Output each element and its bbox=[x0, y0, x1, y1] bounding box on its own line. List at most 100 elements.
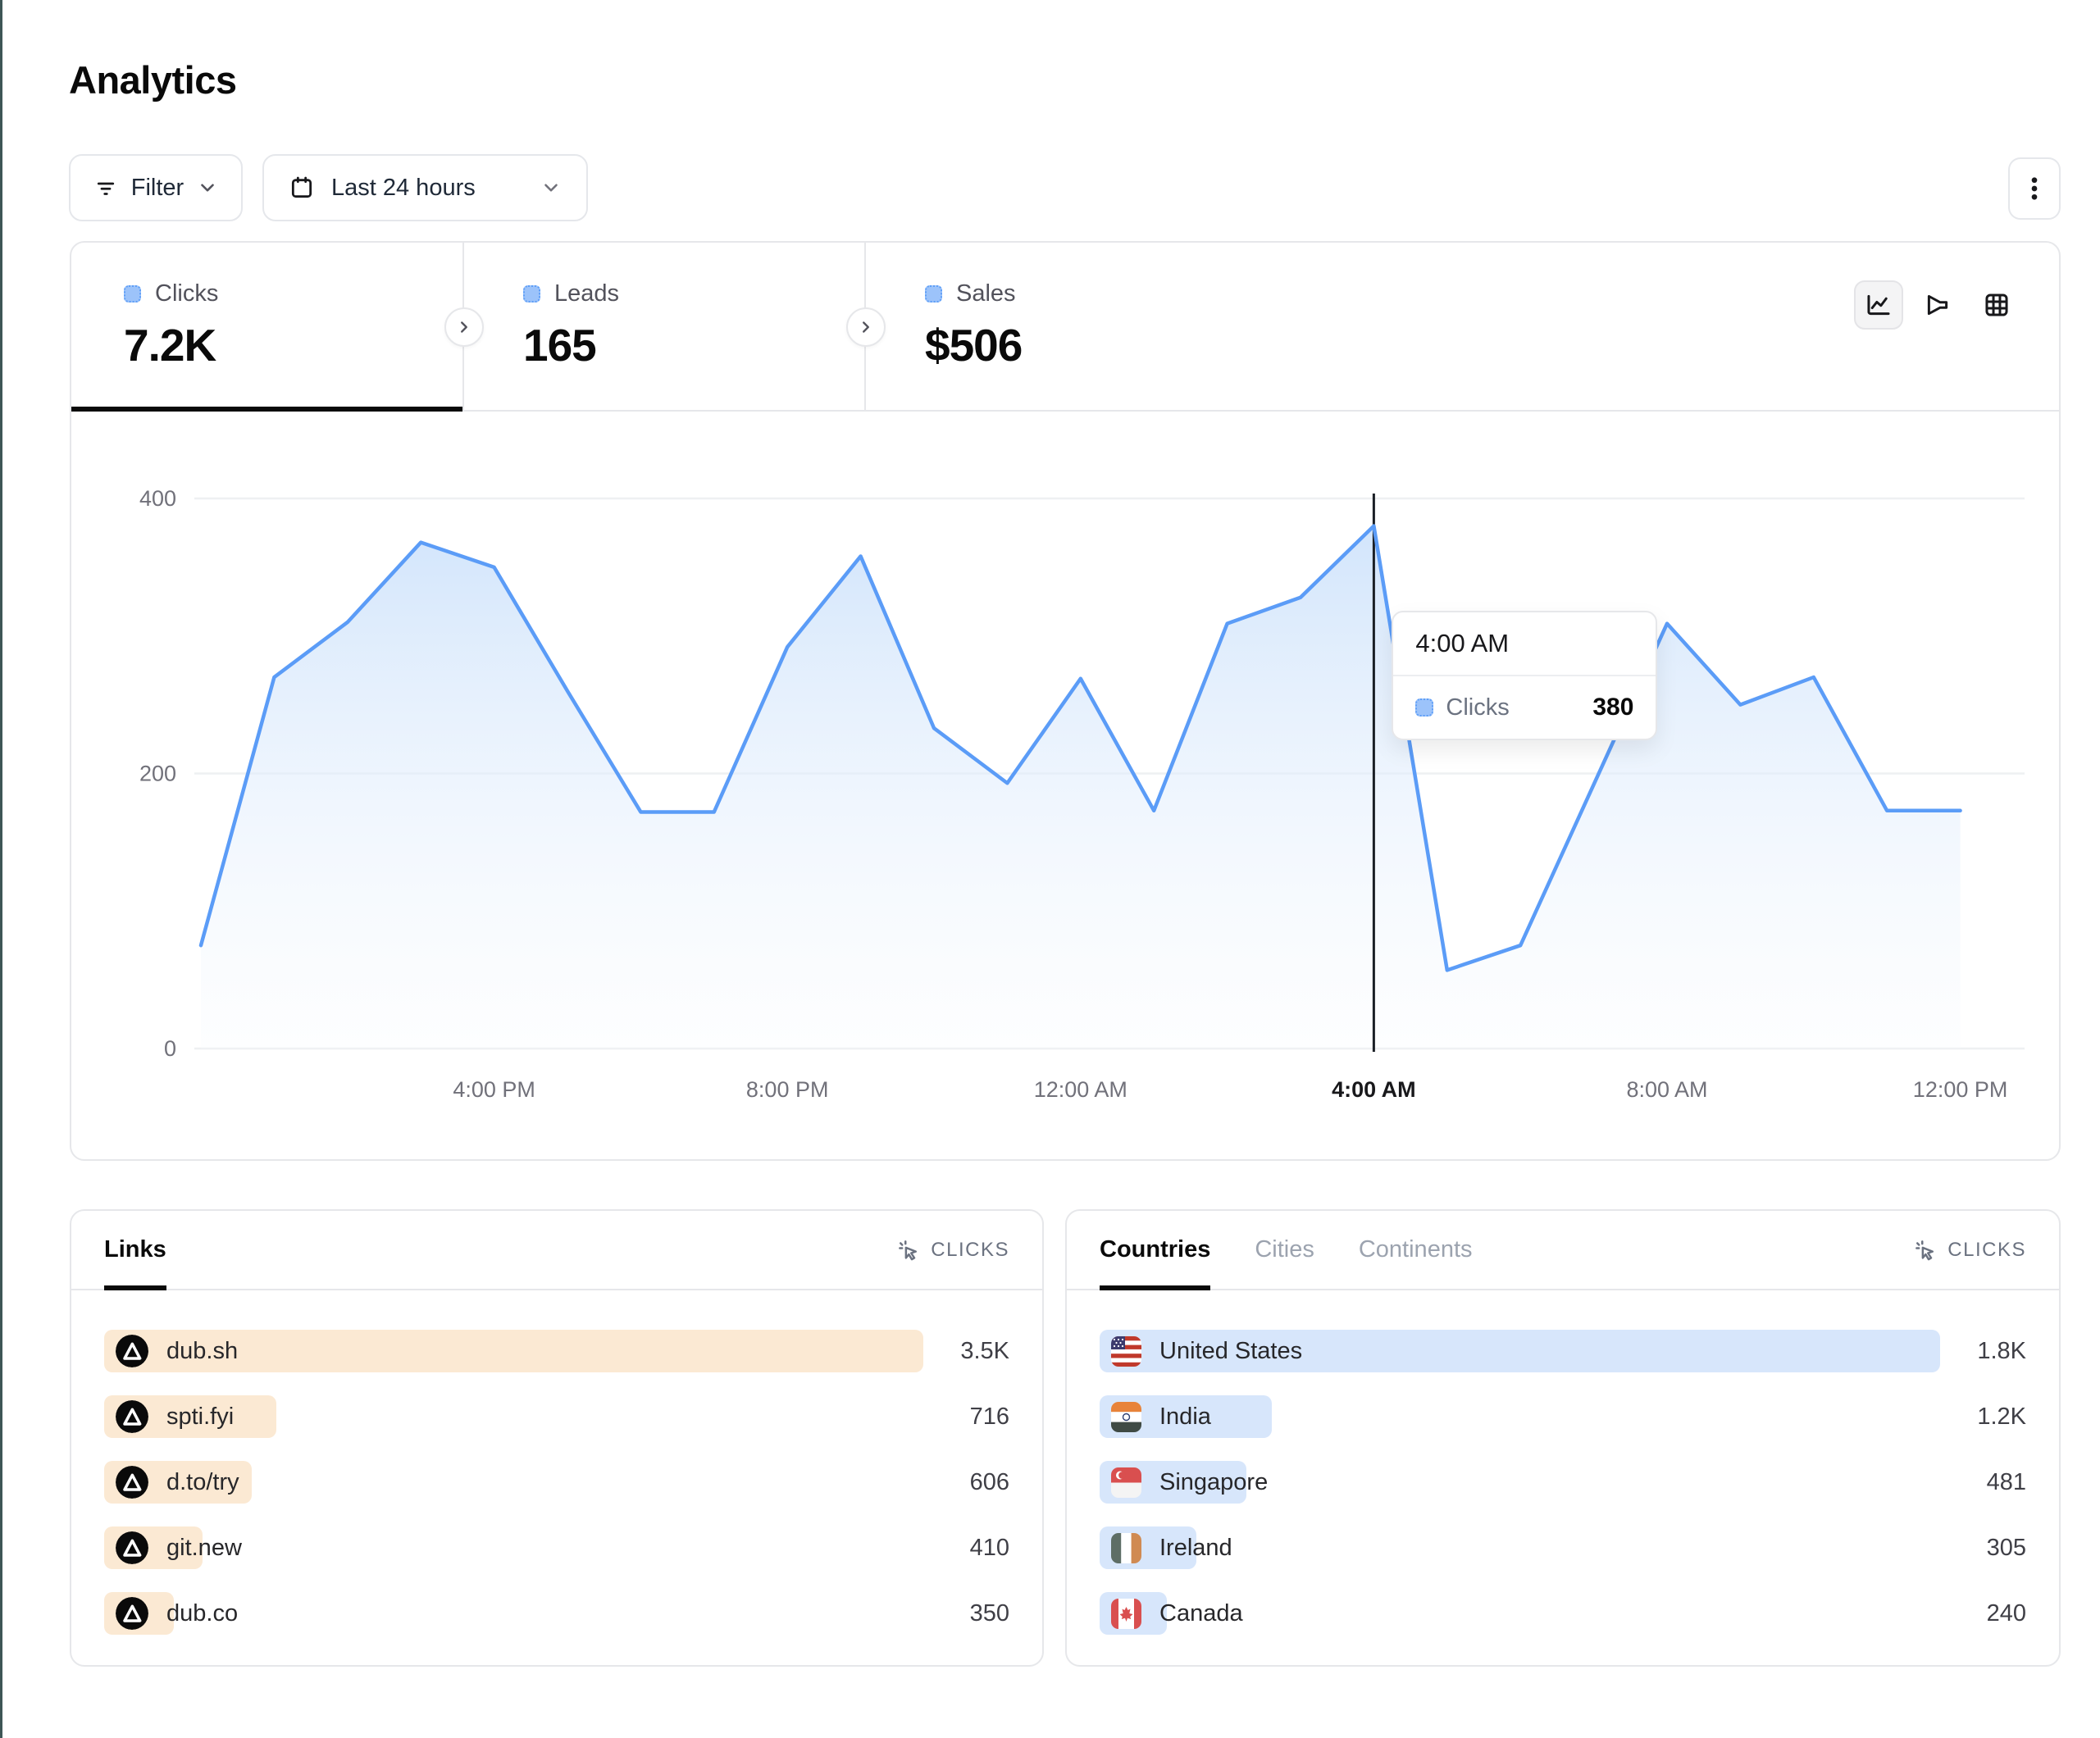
tab-countries-label: Countries bbox=[1100, 1236, 1211, 1263]
dub-logo-icon bbox=[116, 1400, 148, 1433]
stat-label: Leads bbox=[554, 280, 620, 307]
tab-cities-label: Cities bbox=[1255, 1236, 1314, 1263]
tooltip-value: 380 bbox=[1592, 694, 1634, 721]
clicks-value: 7.2K bbox=[124, 320, 216, 371]
table-row[interactable]: git.new 410 bbox=[104, 1526, 1009, 1569]
stat-label: Sales bbox=[956, 280, 1016, 307]
table-row[interactable]: India 1.2K bbox=[1100, 1395, 2026, 1438]
tab-cities[interactable]: Cities bbox=[1255, 1211, 1314, 1289]
x-axis-tick: 12:00 PM bbox=[1913, 1077, 2008, 1102]
metric-label: CLICKS bbox=[1947, 1238, 2026, 1261]
chart-tooltip: 4:00 AM Clicks 380 bbox=[1392, 611, 1658, 740]
table-row[interactable]: dub.sh 3.5K bbox=[104, 1330, 1009, 1372]
ie-flag-icon bbox=[1111, 1532, 1141, 1563]
sales-legend-swatch bbox=[925, 285, 942, 303]
funnel-chart-icon bbox=[1924, 291, 1952, 319]
countries-panel: Countries Cities Continents CLICKS Unite… bbox=[1065, 1209, 2061, 1667]
countries-list: United States 1.8K India 1.2K Singapore … bbox=[1067, 1290, 2059, 1635]
us-flag-icon bbox=[1111, 1335, 1141, 1367]
links-list: dub.sh 3.5K spti.fyi 716 d.to/try 606 bbox=[71, 1290, 1042, 1635]
leads-legend-swatch bbox=[523, 285, 540, 303]
value-bar bbox=[1100, 1330, 1940, 1372]
row-value: 410 bbox=[969, 1534, 1009, 1561]
chevron-right-icon bbox=[857, 318, 875, 336]
in-flag-icon bbox=[1111, 1401, 1141, 1432]
tab-continents-label: Continents bbox=[1358, 1236, 1473, 1263]
dub-logo-icon bbox=[116, 1531, 148, 1564]
tooltip-series-label: Clicks bbox=[1446, 694, 1510, 721]
row-value: 305 bbox=[1986, 1534, 2026, 1561]
date-range-label: Last 24 hours bbox=[331, 174, 476, 201]
tab-links-label: Links bbox=[104, 1236, 166, 1263]
links-panel: Links CLICKS dub.sh 3.5K spti.fyi bbox=[70, 1209, 1044, 1667]
cursor-click-icon bbox=[1913, 1238, 1938, 1263]
table-row[interactable]: dub.co 350 bbox=[104, 1592, 1009, 1635]
chart-type-switcher bbox=[1854, 280, 2021, 330]
dub-logo-icon bbox=[116, 1466, 148, 1499]
row-label: Canada bbox=[1159, 1599, 1243, 1627]
row-value: 240 bbox=[1986, 1599, 2026, 1627]
x-axis-tick: 4:00 AM bbox=[1332, 1077, 1416, 1102]
y-axis-tick: 0 bbox=[164, 1036, 176, 1061]
ca-flag-icon bbox=[1111, 1598, 1141, 1629]
tab-clicks[interactable]: Clicks 7.2K bbox=[71, 243, 464, 412]
x-axis-tick: 8:00 AM bbox=[1626, 1077, 1707, 1102]
tab-links[interactable]: Links bbox=[104, 1211, 166, 1290]
tab-sales[interactable]: Sales $506 bbox=[866, 243, 1292, 410]
y-axis-tick: 400 bbox=[139, 486, 176, 511]
row-label: d.to/try bbox=[166, 1468, 239, 1495]
table-row[interactable]: Canada 240 bbox=[1100, 1592, 2026, 1635]
row-value: 716 bbox=[969, 1403, 1009, 1430]
row-label: dub.co bbox=[166, 1599, 239, 1627]
table-view-button[interactable] bbox=[1972, 280, 2021, 330]
clicks-area-chart[interactable]: 0 200 400 4:00 PM 8:00 PM 12:00 AM 4:00 AM 8:00… bbox=[71, 412, 2059, 1159]
more-vertical-icon bbox=[2021, 174, 2048, 203]
row-value: 3.5K bbox=[960, 1337, 1009, 1364]
window-edge-accent bbox=[0, 0, 2, 1738]
expand-sales-button[interactable] bbox=[846, 307, 886, 347]
tooltip-time: 4:00 AM bbox=[1393, 612, 1656, 676]
row-value: 606 bbox=[969, 1468, 1009, 1495]
line-chart-view-button[interactable] bbox=[1854, 280, 1903, 330]
stats-tabs-row: Clicks 7.2K Leads 165 Sales bbox=[71, 243, 2059, 412]
stat-label: Clicks bbox=[155, 280, 219, 307]
tab-continents[interactable]: Continents bbox=[1359, 1211, 1473, 1289]
leads-value: 165 bbox=[523, 320, 597, 371]
date-range-button[interactable]: Last 24 hours bbox=[262, 154, 588, 221]
more-options-button[interactable] bbox=[2008, 157, 2061, 220]
countries-metric-toggle[interactable]: CLICKS bbox=[1913, 1238, 2026, 1263]
clicks-chart-zone: 0 200 400 4:00 PM 8:00 PM 12:00 AM 4:00 AM 8:00… bbox=[71, 412, 2059, 1159]
calendar-icon bbox=[289, 175, 315, 201]
value-bar bbox=[104, 1330, 923, 1372]
table-row[interactable]: Ireland 305 bbox=[1100, 1526, 2026, 1569]
sg-flag-icon bbox=[1111, 1467, 1141, 1498]
filter-icon bbox=[93, 175, 118, 200]
table-row[interactable]: Singapore 481 bbox=[1100, 1461, 2026, 1504]
filter-button[interactable]: Filter bbox=[69, 154, 243, 221]
funnel-view-button[interactable] bbox=[1913, 280, 1962, 330]
x-axis-tick: 12:00 AM bbox=[1034, 1077, 1127, 1102]
row-value: 1.2K bbox=[1977, 1403, 2026, 1430]
row-label: git.new bbox=[166, 1534, 242, 1561]
metric-label: CLICKS bbox=[931, 1238, 1009, 1261]
tab-countries[interactable]: Countries bbox=[1100, 1211, 1211, 1290]
sales-value: $506 bbox=[925, 320, 1023, 371]
expand-leads-button[interactable] bbox=[444, 307, 484, 347]
row-value: 350 bbox=[969, 1599, 1009, 1627]
links-metric-toggle[interactable]: CLICKS bbox=[896, 1238, 1009, 1263]
tab-leads[interactable]: Leads 165 bbox=[464, 243, 866, 410]
row-label: spti.fyi bbox=[166, 1403, 235, 1430]
row-value: 481 bbox=[1986, 1468, 2026, 1495]
row-label: Ireland bbox=[1159, 1534, 1232, 1561]
table-row[interactable]: spti.fyi 716 bbox=[104, 1395, 1009, 1438]
row-label: United States bbox=[1159, 1337, 1303, 1364]
x-axis-tick: 4:00 PM bbox=[453, 1077, 535, 1102]
chevron-down-icon bbox=[540, 177, 562, 198]
x-axis-tick: 8:00 PM bbox=[746, 1077, 829, 1102]
dub-logo-icon bbox=[116, 1597, 148, 1630]
table-row[interactable]: United States 1.8K bbox=[1100, 1330, 2026, 1372]
table-row[interactable]: d.to/try 606 bbox=[104, 1461, 1009, 1504]
row-label: Singapore bbox=[1159, 1468, 1269, 1495]
y-axis-tick: 200 bbox=[139, 762, 176, 786]
filter-button-label: Filter bbox=[130, 174, 184, 201]
